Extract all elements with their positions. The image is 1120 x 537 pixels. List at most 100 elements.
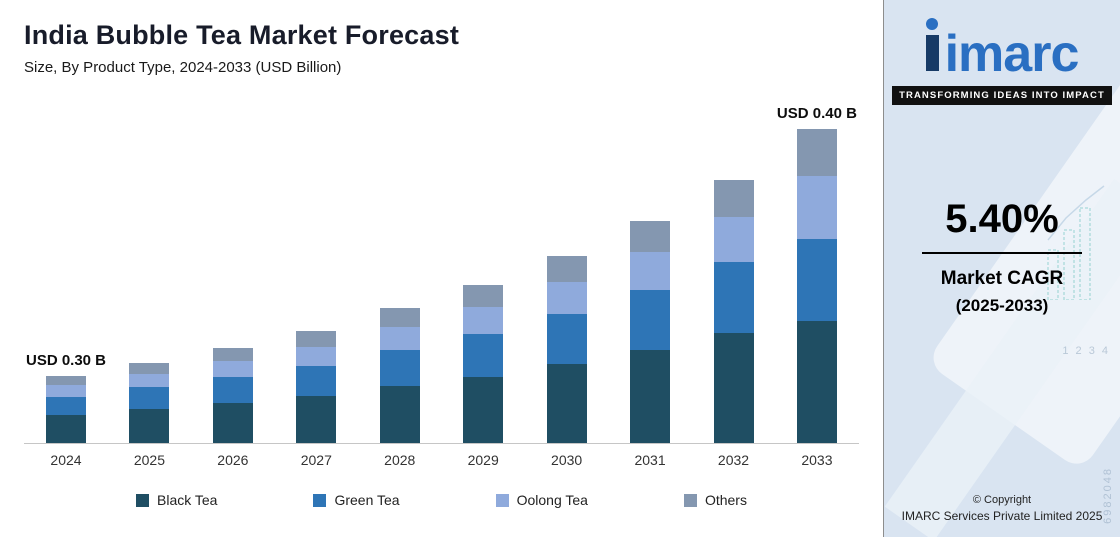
legend-item-oolong-tea: Oolong Tea — [495, 492, 588, 508]
cagr-block: 5.40% Market CAGR (2025-2033) — [884, 197, 1120, 316]
bar-stack — [713, 180, 754, 443]
x-axis-label-2024: 2024 — [50, 452, 82, 468]
bar-segment-oolong-tea — [46, 385, 86, 397]
copyright-line-1: © Copyright — [972, 494, 1032, 506]
legend-item-others: Others — [683, 492, 747, 508]
logo-dot-icon — [926, 18, 939, 30]
bar-segment-black-tea — [129, 409, 170, 443]
bar-value-label: USD 0.40 B — [776, 105, 857, 122]
bar-stack — [630, 221, 671, 443]
bar-segment-oolong-tea — [212, 361, 253, 377]
logo-bar-icon — [925, 35, 939, 71]
bar-segment-others — [46, 376, 86, 385]
legend-swatch-others — [683, 493, 697, 507]
imarc-logo-icon — [925, 18, 939, 76]
bar-stack — [46, 376, 86, 443]
bar-segment-others — [379, 308, 420, 327]
bar-segment-black-tea — [713, 333, 754, 443]
bar-segment-oolong-tea — [129, 374, 170, 387]
bar-segment-green-tea — [630, 290, 671, 350]
page-subtitle: Size, By Product Type, 2024-2033 (USD Bi… — [24, 59, 342, 76]
bar-segment-oolong-tea — [546, 282, 587, 314]
brand-tagline: TRANSFORMING IDEAS INTO IMPACT — [892, 86, 1112, 105]
legend-label-green-tea: Green Tea — [334, 492, 400, 508]
bar-segment-green-tea — [129, 387, 170, 409]
bar-group-2031 — [618, 90, 682, 443]
bar-stack — [296, 331, 337, 443]
page-title: India Bubble Tea Market Forecast — [24, 20, 460, 50]
bar-stack — [129, 363, 170, 443]
bar-segment-green-tea — [46, 397, 86, 415]
bar-group-2030 — [535, 90, 599, 443]
bar-segment-black-tea — [379, 386, 420, 443]
bar-stack — [796, 129, 837, 443]
stacked-bar-chart: USD 0.30 B USD 0.40 B — [24, 90, 859, 444]
x-axis-label-2028: 2028 — [384, 452, 416, 468]
bar-group-2026 — [201, 90, 265, 443]
chart-panel: India Bubble Tea Market Forecast Size, B… — [24, 20, 859, 508]
bar-segment-oolong-tea — [630, 252, 671, 290]
x-axis-label-2025: 2025 — [133, 452, 166, 468]
bar-segment-black-tea — [630, 350, 671, 443]
bar-segment-green-tea — [546, 314, 587, 364]
cagr-period: (2025-2033) — [955, 296, 1049, 315]
cagr-label: Market CAGR — [940, 268, 1064, 289]
bar-segment-black-tea — [212, 403, 253, 443]
chart-legend: Black Tea Green Tea Oolong Tea Others — [24, 492, 859, 508]
copyright-line-2: IMARC Services Private Limited 2025 — [901, 509, 1103, 523]
x-axis-labels: 2024 2025 2026 2027 2028 2029 2030 2031 2032 2033 — [24, 452, 859, 468]
bar-stack — [463, 285, 504, 443]
bar-segment-green-tea — [713, 262, 754, 333]
x-axis-label-2032: 2032 — [717, 452, 750, 468]
bar-segment-green-tea — [796, 239, 837, 321]
bar-segment-green-tea — [379, 350, 420, 386]
legend-label-others: Others — [704, 492, 747, 508]
bar-group-2027 — [284, 90, 348, 443]
bar-segment-black-tea — [546, 364, 587, 443]
legend-swatch-green-tea — [313, 493, 327, 507]
bar-segment-others — [630, 221, 671, 252]
x-axis-label-2029: 2029 — [467, 452, 499, 468]
bar-segment-others — [546, 256, 587, 282]
bar-stack — [379, 308, 420, 443]
bar-segment-green-tea — [212, 377, 253, 403]
copyright: © Copyright IMARC Services Private Limit… — [884, 494, 1120, 523]
decor-axis-numbers: 1 2 3 4 — [1062, 345, 1110, 357]
bar-group-2033: USD 0.40 B — [777, 90, 857, 443]
bar-value-label: USD 0.30 B — [25, 352, 107, 369]
bar-segment-others — [296, 331, 337, 347]
x-axis-label-2031: 2031 — [634, 452, 666, 468]
bar-segment-oolong-tea — [379, 327, 420, 350]
brand-sidebar: 1 2 3 4 6982048 imarc TRANSFORMING IDEAS… — [883, 0, 1120, 537]
bar-segment-others — [212, 348, 253, 361]
bar-segment-black-tea — [296, 396, 337, 443]
legend-label-oolong-tea: Oolong Tea — [516, 492, 588, 508]
x-axis-label-2030: 2030 — [551, 452, 583, 468]
bar-group-2024: USD 0.30 B — [26, 90, 106, 443]
bar-group-2025 — [117, 90, 181, 443]
bar-group-2029 — [451, 90, 515, 443]
x-axis-label-2026: 2026 — [217, 452, 249, 468]
bar-segment-green-tea — [296, 366, 337, 396]
bar-segment-green-tea — [463, 334, 504, 377]
bar-segment-oolong-tea — [463, 307, 504, 334]
bar-segment-black-tea — [796, 321, 837, 443]
bar-stack — [212, 348, 253, 443]
legend-item-green-tea: Green Tea — [313, 492, 400, 508]
bar-segment-black-tea — [46, 415, 86, 443]
legend-swatch-oolong-tea — [495, 493, 509, 507]
bar-segment-others — [796, 129, 837, 176]
imarc-logo: imarc — [884, 0, 1120, 80]
x-axis-label-2027: 2027 — [300, 452, 332, 468]
bar-segment-oolong-tea — [713, 217, 754, 262]
bar-group-2032 — [702, 90, 766, 443]
legend-label-black-tea: Black Tea — [157, 492, 218, 508]
bar-segment-oolong-tea — [296, 347, 337, 366]
bar-segment-others — [129, 363, 170, 374]
bar-stack — [546, 256, 587, 443]
cagr-underline — [922, 252, 1082, 254]
bar-segment-others — [463, 285, 504, 307]
bar-segment-black-tea — [463, 377, 504, 443]
cagr-value: 5.40% — [945, 197, 1059, 241]
